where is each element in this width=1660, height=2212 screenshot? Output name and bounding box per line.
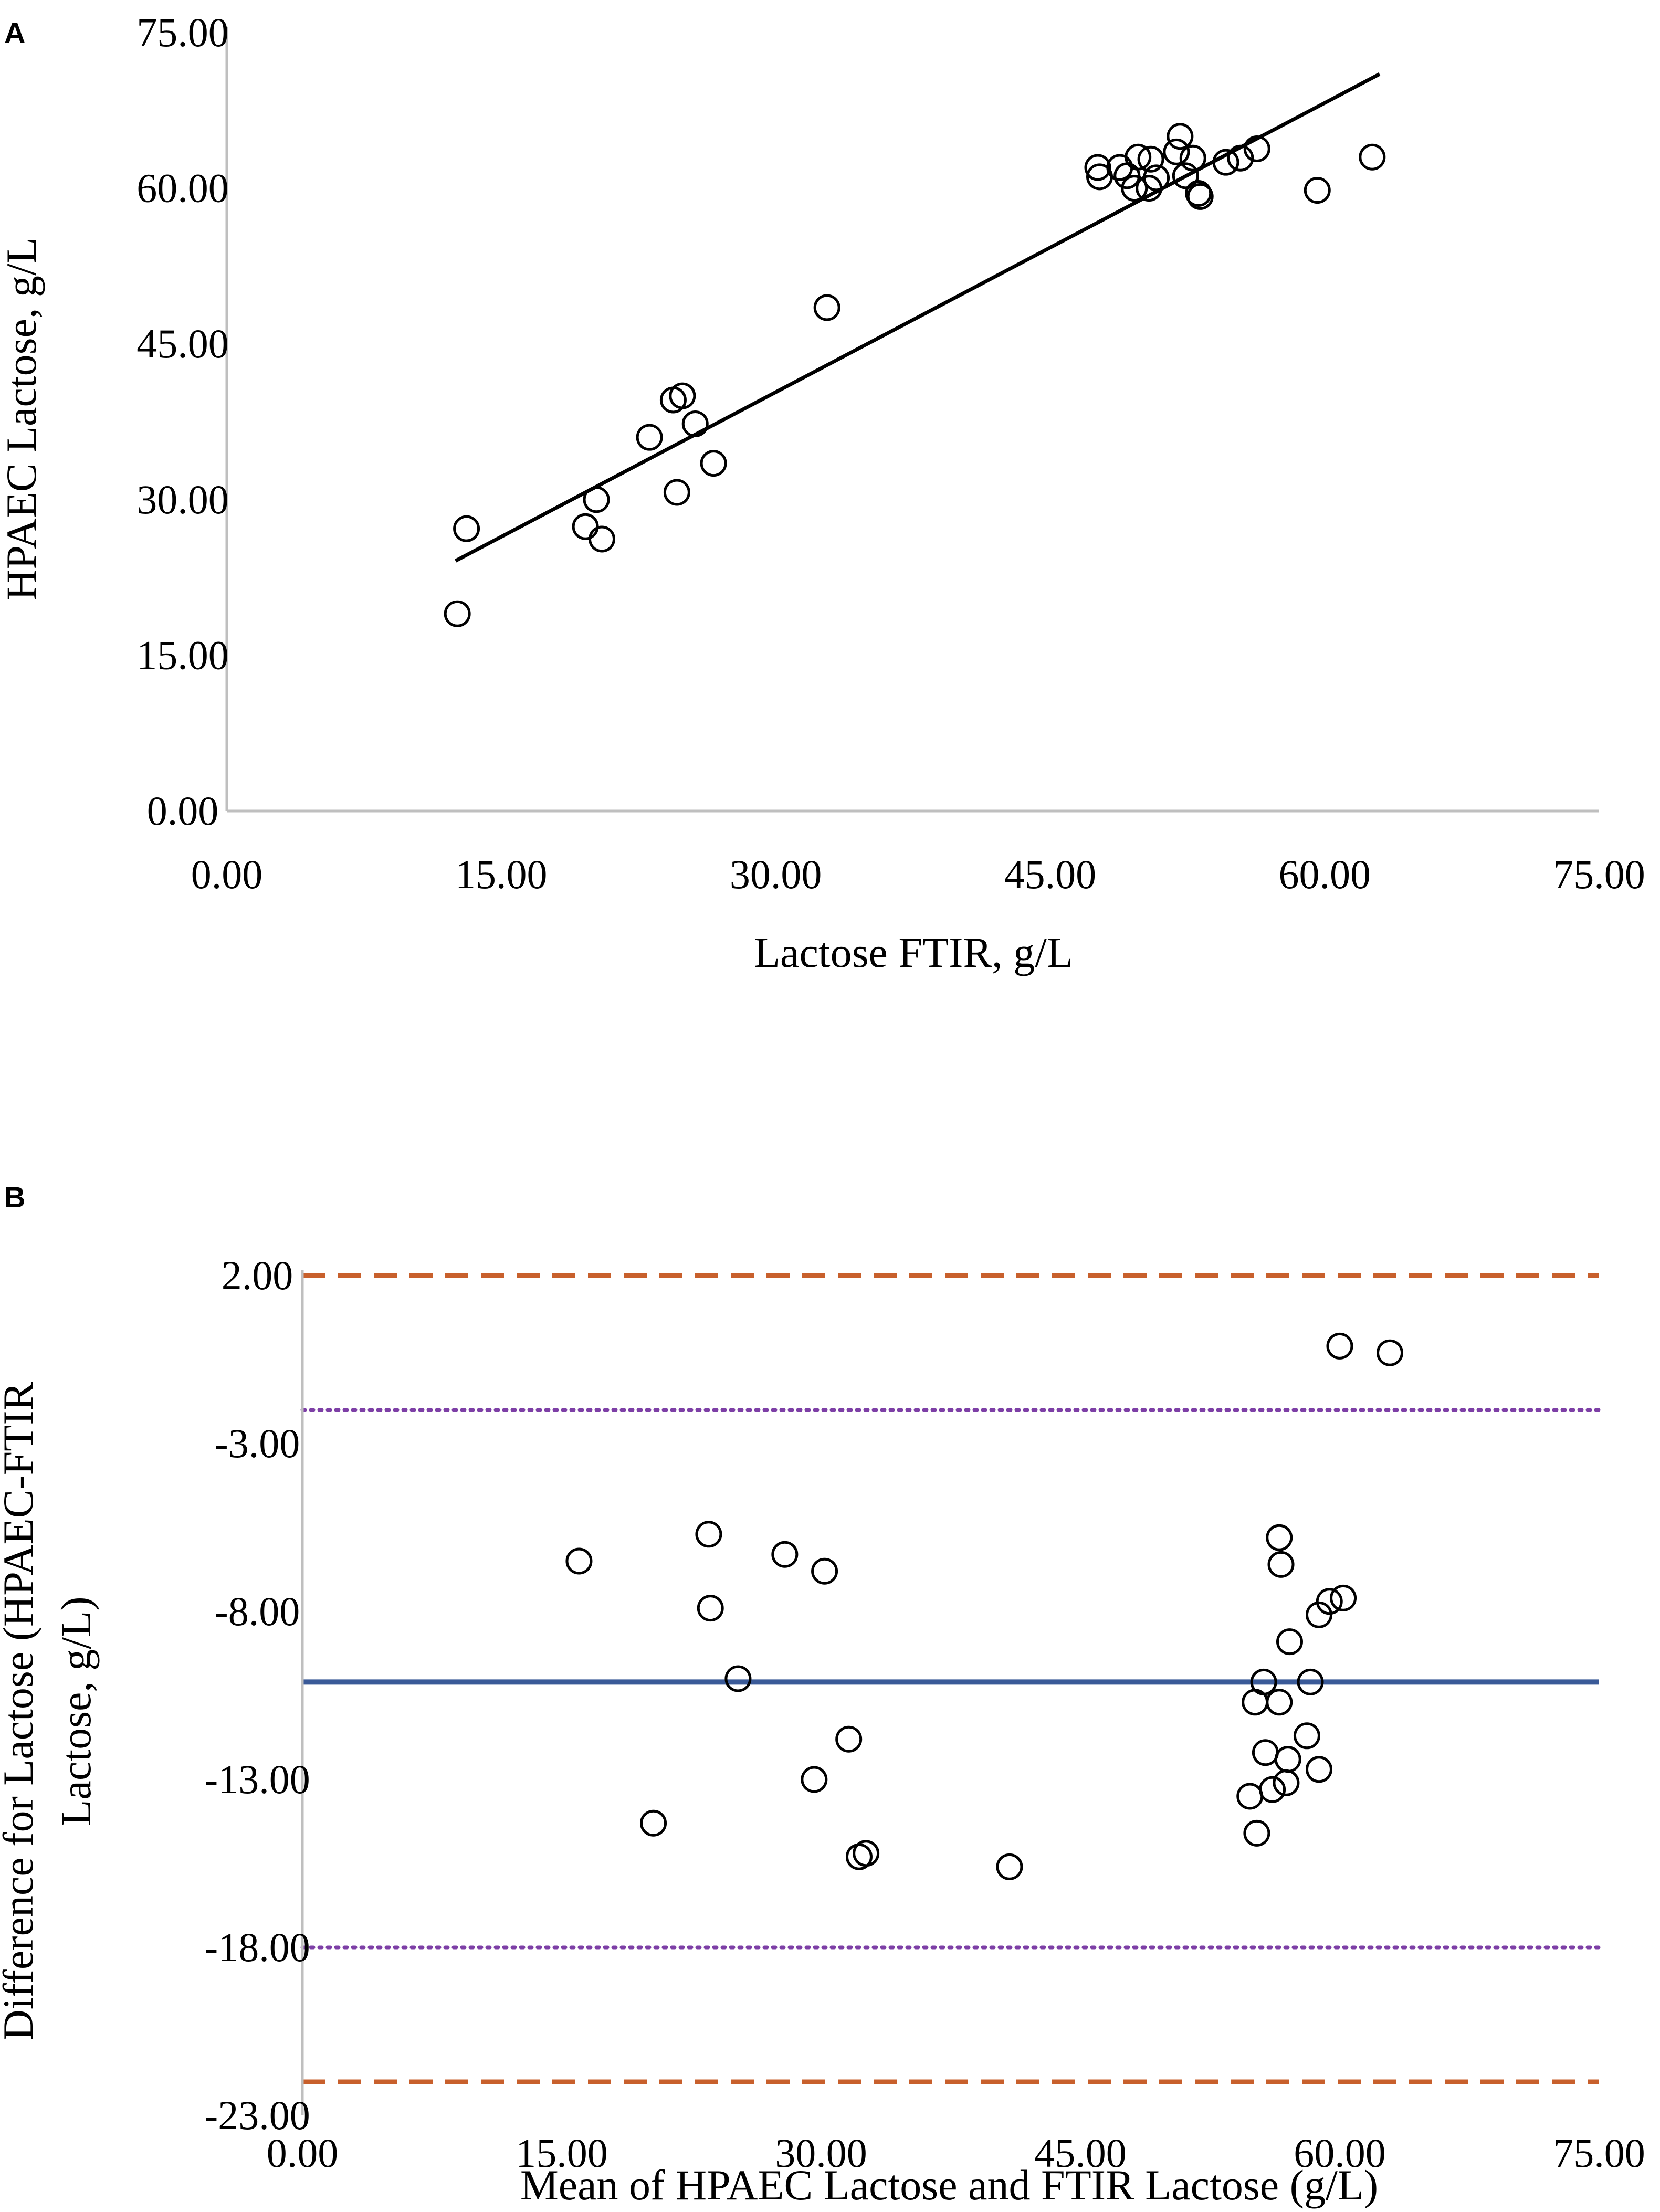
panel-a-data-point [1359,143,1386,171]
panel-b-y-tick-label: -18.00 [204,1924,310,1970]
panel-a-data-point [1172,162,1199,189]
panel-b-label: B [4,1181,25,1214]
panel-a-data-point [583,486,610,513]
panel-b-data-point [1326,1332,1353,1360]
panel-a-data-point [1227,144,1254,172]
panel-a-data-point [1212,149,1239,176]
panel-b-chart: B 2.00 -3.00 -8.00 -13.00 -18.00 -23.00 0.00 1… [0,1181,1645,2209]
panel-b-data-point [811,1557,838,1585]
panel-a-data-point [1143,164,1170,192]
panel-b-y-tick-label: -8.00 [215,1588,300,1634]
panel-b-data-point [1293,1722,1320,1750]
panel-b-x-tick-label: 45.00 [1034,2130,1127,2176]
panel-a-data-point [1186,183,1214,210]
panel-a-x-tick-label: 0.00 [191,851,263,897]
panel-b-data-point [1266,1524,1293,1551]
panel-b-y-tick-label: -23.00 [204,2092,310,2138]
panel-a-data-point [1243,135,1270,162]
panel-b-data-point [1267,1551,1295,1578]
panel-b-x-tick-label: 60.00 [1294,2130,1386,2176]
panel-b-data-point [565,1547,593,1575]
panel-b-data-point [1330,1584,1357,1611]
panel-b-y-tick-label: -3.00 [215,1420,300,1466]
panel-a-x-axis-title: Lactose FTIR, g/L [754,929,1073,976]
panel-b-data-point [1252,1739,1279,1766]
panel-a-y-axis-title: HPAEC Lactose, g/L [0,237,45,601]
panel-b-x-tick-label: 15.00 [516,2130,608,2176]
panel-b-data-point [1266,1689,1293,1716]
panel-a-data-point [669,382,696,409]
panel-b-data-point [1259,1776,1286,1803]
panel-b-y-tick-label: 2.00 [222,1252,293,1298]
panel-a-data-point [1163,138,1190,165]
panel-b-data-point [1236,1783,1264,1810]
panel-a-x-tick-label: 60.00 [1278,851,1371,897]
panel-b-x-tick-label: 30.00 [775,2130,867,2176]
panel-b-y-axis-title-line-2: Lactose, g/L) [52,1596,100,1826]
panel-b-data-point [1250,1668,1277,1695]
panel-b-data-point [1273,1769,1300,1796]
panel-b-data-point [640,1809,667,1837]
panel-b-data-point [801,1766,828,1793]
panel-a-data-point [663,479,690,506]
panel-a-data-point [572,513,599,540]
panel-b-data-point [1316,1588,1343,1615]
panel-b-data-point [771,1541,799,1568]
panel-b-y-tick-label: -13.00 [204,1756,310,1802]
panel-b-data-point [1377,1339,1404,1366]
panel-b-y-axis-title-line-1: Difference for Lactose (HPAEC-FTIR [0,1382,42,2040]
panel-a-data-point [1185,180,1212,207]
panel-a-data-point [1167,123,1194,150]
panel-a-label: A [4,16,25,49]
panel-a-data-point [1137,145,1164,173]
panel-b-data-point [697,1595,724,1622]
panel-b-data-point [1305,1601,1332,1628]
panel-b-data-point [1305,1756,1332,1783]
panel-a-data-point [1125,143,1152,171]
panel-b-data-point [1274,1746,1301,1773]
panel-a-y-tick-label: 0.00 [147,788,219,834]
panel-a-data-point [700,450,727,477]
panel-b-data-point [835,1725,863,1753]
panel-a-y-tick-label: 15.00 [136,632,229,678]
panel-a-data-point [1084,154,1111,181]
panel-b-data-point [853,1840,880,1867]
panel-a-x-tick-label: 15.00 [455,851,548,897]
panel-a-data-point [1304,177,1331,204]
panel-a-chart: A 0.00 15.00 30.00 45.00 60.00 75.00 0.00 15.0… [0,9,1645,976]
panel-a-data-point [1179,144,1206,172]
panel-a-y-tick-label: 60.00 [136,165,229,211]
panel-a-trendline [455,72,1381,563]
panel-b-data-point [1243,1819,1270,1847]
panel-a-data-point [1121,175,1148,202]
panel-a-data-point [681,410,709,437]
panel-b-x-tick-label: 0.00 [267,2130,339,2176]
panel-a-y-tick-label: 45.00 [136,321,229,366]
panel-a-x-tick-label: 45.00 [1004,851,1097,897]
panel-a-x-tick-label: 75.00 [1553,851,1645,897]
panel-b-x-tick-label: 75.00 [1553,2130,1645,2176]
panel-a-data-point [588,525,615,553]
panel-a-x-tick-label: 30.00 [730,851,822,897]
panel-b-x-axis-title: Mean of HPAEC Lactose and FTIR Lactose (… [520,2161,1378,2209]
panel-a-data-point [813,294,840,321]
panel-a-y-tick-label: 75.00 [136,9,229,55]
panel-b-data-point [1276,1628,1303,1656]
panel-b-data-point [996,1853,1023,1880]
panel-b-data-point [695,1521,722,1548]
panel-a-data-point [636,424,663,451]
panel-a-data-point [453,515,480,542]
panel-a-y-tick-label: 30.00 [136,477,229,522]
panel-b-data-point [1297,1668,1324,1695]
panel-a-data-point [444,600,471,627]
panel-b-data-point [724,1665,752,1692]
